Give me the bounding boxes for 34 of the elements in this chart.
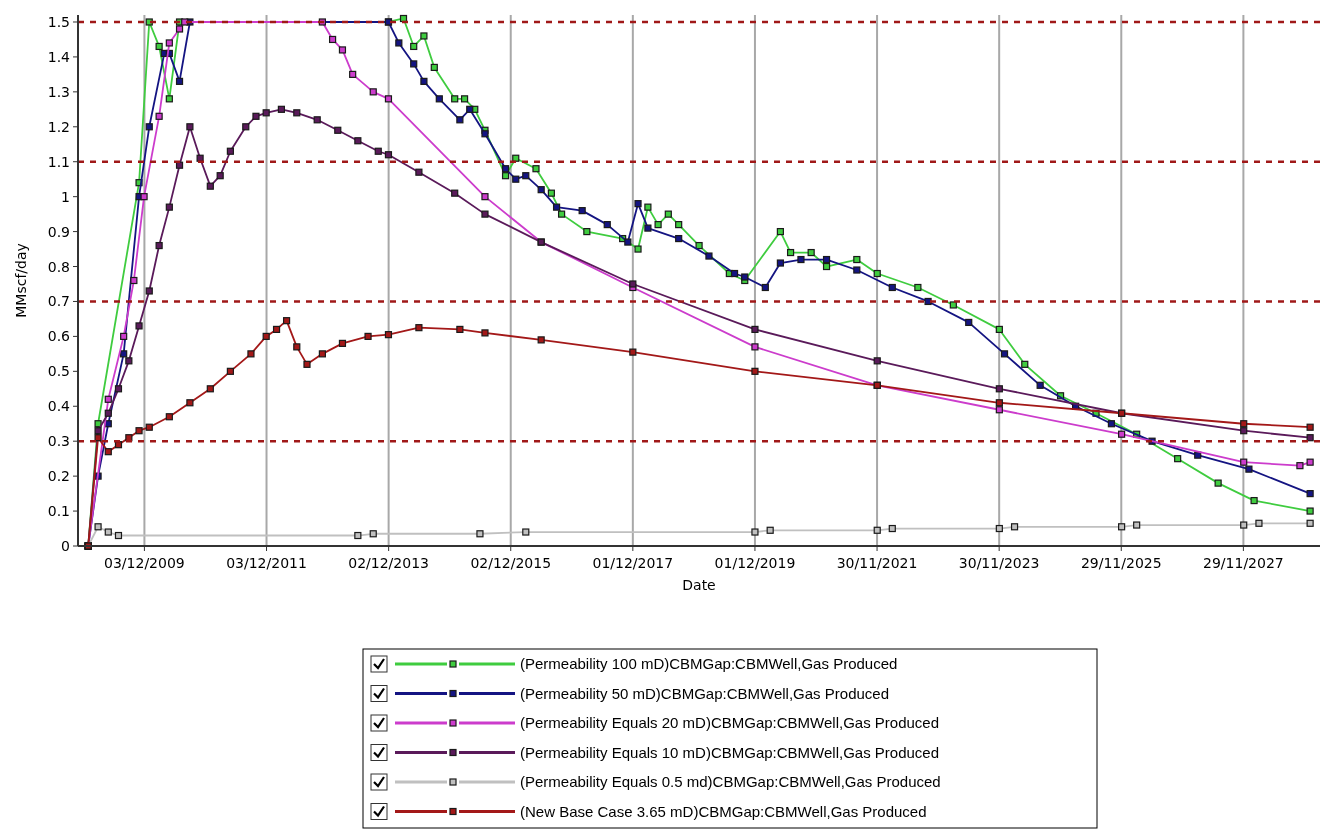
y-tick-label: 0.3	[47, 433, 70, 450]
y-tick-label: 0.9	[47, 223, 70, 240]
y-tick-label: 0.5	[47, 363, 70, 380]
y-tick-label: 1.3	[47, 83, 70, 100]
y-axis-title: MMscf/day	[13, 243, 29, 318]
legend-label: (Permeability Equals 0.5 md)CBMGap:CBMWell,Gas Produced	[520, 773, 941, 790]
legend-label: (Permeability 100 mD)CBMGap:CBMWell,Gas Produced	[520, 655, 898, 672]
y-tick-label: 1.2	[47, 118, 70, 135]
y-tick-label: 1.4	[47, 48, 71, 65]
x-tick-label: 30/11/2021	[836, 555, 918, 571]
y-tick-label: 0.6	[47, 328, 71, 345]
x-tick-label: 02/12/2015	[470, 555, 552, 571]
y-tick-label: 0.2	[47, 468, 70, 485]
y-tick-label: 0.1	[47, 503, 70, 520]
x-tick-label: 01/12/2019	[714, 555, 796, 571]
legend-label: (Permeability 50 mD)CBMGap:CBMWell,Gas Produced	[520, 684, 890, 702]
x-tick-label: 01/12/2017	[592, 555, 674, 571]
x-tick-label: 29/11/2027	[1203, 555, 1284, 571]
y-tick-label: 0.4	[47, 398, 71, 415]
legend-label: (New Base Case 3.65 mD)CBMGap:CBMWell,Gas Produced	[520, 802, 927, 820]
y-tick-label: 1.5	[47, 13, 70, 30]
y-tick-label: 1.1	[47, 153, 70, 170]
legend-label: (Permeability Equals 20 mD)CBMGap:CBMWell,Gas Produced	[520, 714, 940, 731]
x-tick-label: 02/12/2013	[348, 555, 429, 571]
y-tick-label: 0.8	[47, 258, 70, 275]
x-tick-label: 30/11/2023	[958, 555, 1040, 571]
legend-label: (Permeability Equals 10 mD)CBMGap:CBMWell,Gas Produced	[520, 743, 940, 761]
y-tick-label: 0	[61, 538, 70, 554]
y-tick-label: 1	[61, 188, 70, 205]
x-tick-label: 29/11/2025	[1080, 555, 1162, 571]
x-axis-title: Date	[682, 577, 716, 593]
x-tick-label: 03/12/2011	[226, 555, 307, 571]
x-tick-label: 03/12/2009	[104, 555, 185, 571]
y-tick-label: 0.7	[47, 293, 70, 310]
